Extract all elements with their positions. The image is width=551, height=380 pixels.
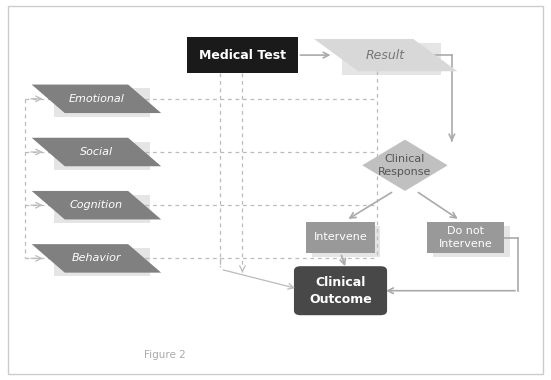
Bar <box>53 195 150 223</box>
Polygon shape <box>31 138 161 166</box>
Text: Clinical
Response: Clinical Response <box>379 154 431 177</box>
Polygon shape <box>31 244 161 273</box>
Bar <box>306 274 386 315</box>
Polygon shape <box>31 85 161 113</box>
Text: Medical Test: Medical Test <box>199 49 286 62</box>
Bar <box>427 222 504 253</box>
Polygon shape <box>314 39 457 71</box>
Text: Cognition: Cognition <box>70 200 123 210</box>
FancyBboxPatch shape <box>294 266 387 315</box>
Text: Do not
Intervene: Do not Intervene <box>439 226 493 249</box>
Bar <box>53 142 150 170</box>
Bar <box>53 89 150 117</box>
Bar <box>312 226 380 256</box>
Text: Clinical
Outcome: Clinical Outcome <box>309 276 372 306</box>
Text: Figure 2: Figure 2 <box>144 350 186 360</box>
Bar <box>433 226 510 256</box>
Text: Emotional: Emotional <box>68 94 125 104</box>
FancyBboxPatch shape <box>8 6 543 374</box>
Text: Result: Result <box>366 49 406 62</box>
Bar <box>187 37 298 73</box>
Polygon shape <box>363 140 447 191</box>
Text: Behavior: Behavior <box>72 253 121 263</box>
Polygon shape <box>31 191 161 219</box>
Bar <box>53 248 150 277</box>
Text: Intervene: Intervene <box>314 233 368 242</box>
Bar <box>342 43 441 75</box>
Bar <box>306 222 375 253</box>
Text: Social: Social <box>80 147 113 157</box>
